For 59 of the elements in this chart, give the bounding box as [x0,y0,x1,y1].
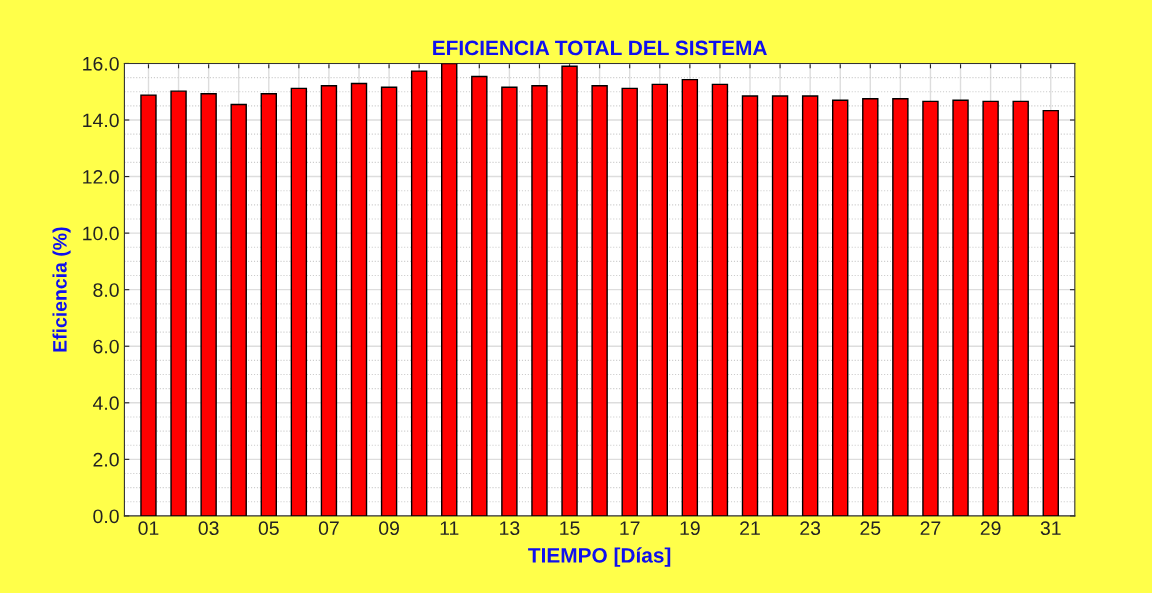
bar [290,87,308,516]
y-tick-label: 10.0 [83,226,119,241]
x-tick-label: 25 [860,521,881,536]
bar [471,75,488,516]
bar [621,87,638,516]
bar [350,82,368,516]
y-tick-label: 4.0 [92,396,119,411]
bar [651,83,668,516]
bar [922,100,939,516]
x-tick-label: 21 [740,521,760,535]
x-tick-label: 31 [1040,521,1061,536]
x-tick-label: 19 [680,521,700,536]
bar [320,85,338,516]
bar [681,78,699,516]
bar [170,90,187,516]
x-tick-label: 05 [258,521,279,536]
bar [260,93,277,516]
y-tick-label: 8.0 [93,283,119,297]
y-tick-label: 0.0 [93,509,119,524]
bar [501,86,518,516]
bar [200,93,217,516]
bar [1042,109,1059,516]
x-tick-label: 13 [500,521,520,536]
y-tick-label: 14.0 [83,113,119,128]
bar [982,100,999,516]
x-tick-label: 01 [138,521,159,536]
bar [230,103,247,516]
bar [892,98,909,516]
bar [140,94,157,516]
bar [410,70,428,516]
bar [591,85,608,516]
x-axis-title: TIEMPO [Días] [528,547,671,567]
bar [832,99,849,516]
bar [862,98,879,516]
x-tick-label: 07 [318,521,339,536]
bar [711,83,729,516]
x-tick-label: 15 [560,521,580,536]
bar [561,65,578,516]
bar [380,86,398,516]
x-tick-label: 03 [198,521,219,536]
x-tick-label: 27 [920,521,941,535]
bar [741,95,759,516]
bar [531,85,548,516]
bar [771,95,789,516]
x-tick-label: 29 [980,521,1001,536]
bar [952,99,969,516]
y-tick-label: 16.0 [83,56,119,71]
bar [801,95,819,516]
x-tick-label: 11 [440,521,459,535]
bar [441,63,458,516]
x-tick-label: 23 [800,521,821,536]
y-tick-label: 2.0 [93,452,119,467]
chart-title: EFICIENCIA TOTAL DEL SISTEMA [433,40,767,56]
y-axis-title: Eficiencia (%) [52,227,71,352]
x-tick-label: 17 [620,521,640,535]
x-tick-label: 09 [379,521,399,536]
bar [1012,100,1029,516]
y-tick-label: 6.0 [93,339,119,354]
y-tick-label: 12.0 [83,170,119,184]
